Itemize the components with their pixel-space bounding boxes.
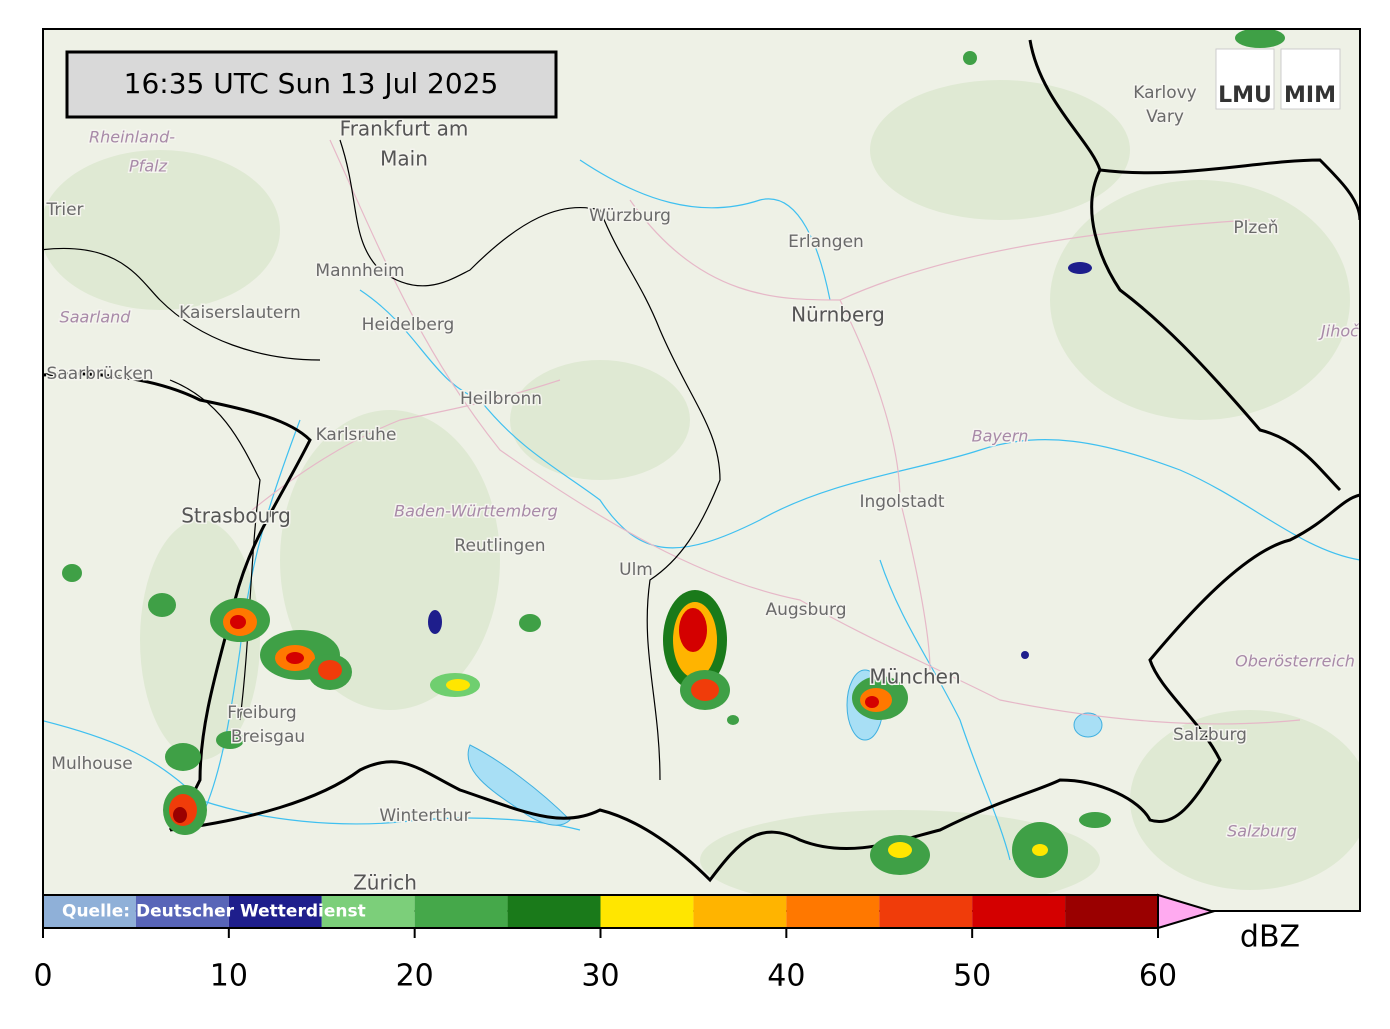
place-label: Erlangen xyxy=(788,232,864,252)
place-label: Breisgau xyxy=(231,727,305,747)
place-label: München xyxy=(869,665,960,689)
radar-cell xyxy=(430,673,480,697)
colorbar-bin xyxy=(600,895,694,928)
logo-lmu: LMU xyxy=(1218,83,1272,108)
place-label: Karlovy xyxy=(1133,83,1197,103)
colorbar-tick-label: 30 xyxy=(581,959,619,994)
place-label: Baden-Württemberg xyxy=(394,502,558,521)
place-label: Mannheim xyxy=(315,261,404,281)
colorbar-tick-label: 50 xyxy=(953,959,991,994)
place-label: Bayern xyxy=(972,427,1029,446)
roads xyxy=(239,139,1301,725)
colorbar-bin xyxy=(507,895,601,928)
map: Frankfurt am Main Rheinland- Pfalz Trier Würz… xyxy=(43,29,1360,911)
colorbar-source: Quelle: Deutscher Wetterdienst xyxy=(62,902,366,922)
radar-cell xyxy=(680,670,730,710)
colorbar: Quelle: Deutscher Wetterdienst 0 10 20 30 40 5… xyxy=(33,893,1300,994)
place-label: Salzburg xyxy=(1227,822,1297,841)
radar-cell-weak xyxy=(428,262,1092,659)
place-label: Oberösterreich xyxy=(1235,652,1355,671)
radar-cell xyxy=(852,676,908,720)
place-label: Vary xyxy=(1146,107,1184,127)
place-label: Strasbourg xyxy=(181,504,291,528)
colorbar-bin xyxy=(414,895,508,928)
colorbar-bin xyxy=(693,895,787,928)
place-label: Pfalz xyxy=(129,157,168,176)
colorbar-unit: dBZ xyxy=(1240,920,1300,955)
radar-cell xyxy=(163,785,207,835)
place-label: Saarland xyxy=(60,308,132,327)
place-label: Heilbronn xyxy=(460,389,542,409)
timestamp-box xyxy=(65,50,558,119)
colorbar-bin xyxy=(43,895,136,928)
place-labels: Frankfurt am Main Rheinland- Pfalz Trier Würz… xyxy=(44,82,1360,897)
colorbar-bin xyxy=(135,895,229,928)
place-label: Rheinland- xyxy=(89,128,175,147)
radar-cell xyxy=(1012,822,1068,878)
place-label: Saarbrücken xyxy=(47,364,154,384)
place-label: Plzeň xyxy=(1233,218,1278,238)
place-label: Frankfurt am xyxy=(340,117,469,141)
rivers xyxy=(43,159,1360,861)
colorbar-bin xyxy=(228,895,322,928)
radar-cell xyxy=(308,654,352,690)
place-label: Nürnberg xyxy=(791,303,885,327)
radar-cell xyxy=(210,598,270,642)
place-label: Heidelberg xyxy=(362,315,455,335)
logo-box xyxy=(1215,48,1275,110)
radar-cell xyxy=(663,590,727,690)
country-borders xyxy=(43,39,1360,883)
place-label: Karlsruhe xyxy=(316,425,397,445)
place-label: Ingolstadt xyxy=(859,492,944,512)
place-label: Main xyxy=(380,147,428,171)
logo-mim: MIM xyxy=(1284,83,1336,108)
place-label: Ulm xyxy=(619,560,653,580)
colorbar-bin xyxy=(972,895,1066,928)
timestamp: 16:35 UTC Sun 13 Jul 2025 xyxy=(124,67,499,100)
colorbar-bin xyxy=(1065,895,1158,928)
logos: LMU MIM xyxy=(1215,48,1341,110)
place-label: Trier xyxy=(45,200,83,220)
radar-cell-small xyxy=(62,29,1285,828)
colorbar-tick-label: 20 xyxy=(396,959,434,994)
place-label: Zürich xyxy=(353,871,417,895)
colorbar-bin xyxy=(321,895,415,928)
colorbar-tick-label: 60 xyxy=(1139,959,1177,994)
place-label: Kaiserslautern xyxy=(179,303,301,323)
place-label: Augsburg xyxy=(765,600,846,620)
place-label: Mulhouse xyxy=(51,754,132,774)
colorbar-tick-label: 10 xyxy=(210,959,248,994)
state-borders xyxy=(43,139,721,781)
radar-echoes xyxy=(62,29,1285,878)
logo-box xyxy=(1280,48,1341,110)
radar-cell xyxy=(870,835,930,875)
place-label: Freiburg xyxy=(227,703,296,723)
colorbar-bin xyxy=(786,895,880,928)
forest xyxy=(43,80,1360,910)
place-label: Winterthur xyxy=(379,806,470,826)
colorbar-bin xyxy=(879,895,973,928)
place-label: Reutlingen xyxy=(454,536,545,556)
colorbar-tick-label: 40 xyxy=(767,959,805,994)
colorbar-tick-label: 0 xyxy=(33,959,52,994)
place-label: Salzburg xyxy=(1173,725,1247,745)
place-label: Würzburg xyxy=(589,206,671,226)
place-label: Jihoč xyxy=(1318,322,1360,341)
